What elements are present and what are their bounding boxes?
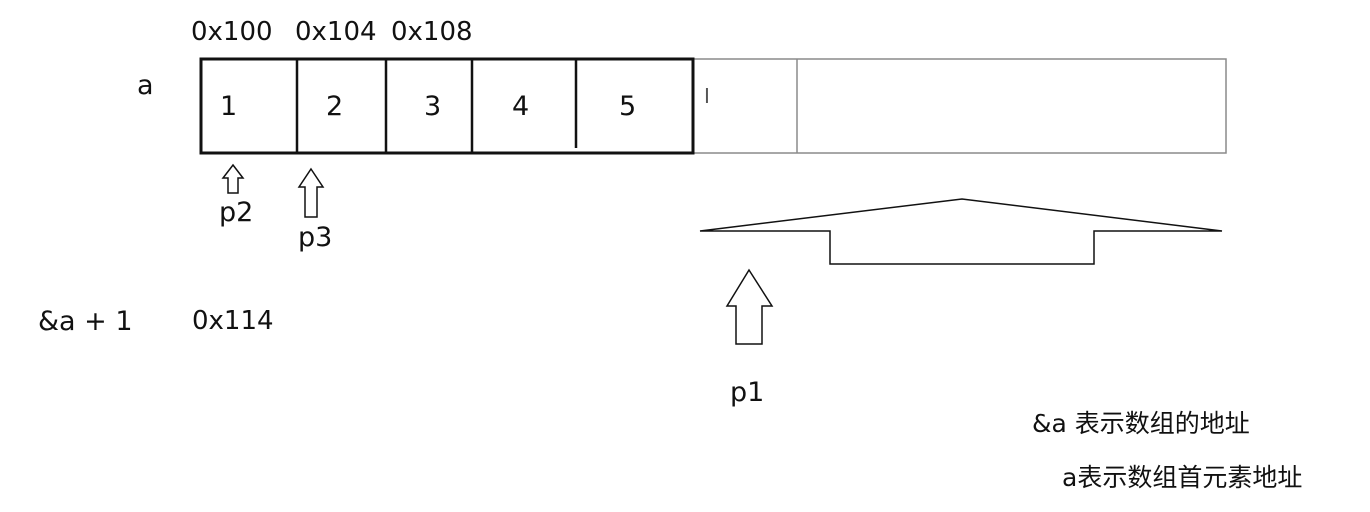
extended-memory-block — [692, 58, 1227, 154]
address-label-2: 0x108 — [391, 17, 473, 47]
text-cursor-icon: I — [704, 84, 710, 108]
array-name-label: a — [137, 70, 154, 101]
p1-label: p1 — [730, 377, 765, 408]
expression-label: &a + 1 — [38, 306, 133, 337]
p2-arrow-icon — [221, 163, 245, 194]
note-array-address: &a 表示数组的地址 — [1032, 409, 1250, 438]
p3-label: p3 — [298, 222, 333, 253]
brace-shape — [699, 198, 1223, 265]
p2-label: p2 — [219, 197, 254, 228]
array-cell-value-4: 5 — [619, 91, 637, 122]
address-label-0: 0x100 — [191, 17, 273, 47]
expression-value: 0x114 — [192, 306, 274, 336]
array-box — [199, 57, 695, 155]
note-first-element-address: a表示数组首元素地址 — [1062, 463, 1303, 492]
array-cell-value-0: 1 — [220, 91, 238, 122]
address-label-1: 0x104 — [295, 17, 377, 47]
array-cell-value-2: 3 — [424, 91, 442, 122]
p1-arrow-icon — [725, 268, 774, 345]
p3-arrow-icon — [297, 167, 325, 218]
array-cell-value-3: 4 — [512, 91, 530, 122]
array-cell-value-1: 2 — [326, 91, 344, 122]
